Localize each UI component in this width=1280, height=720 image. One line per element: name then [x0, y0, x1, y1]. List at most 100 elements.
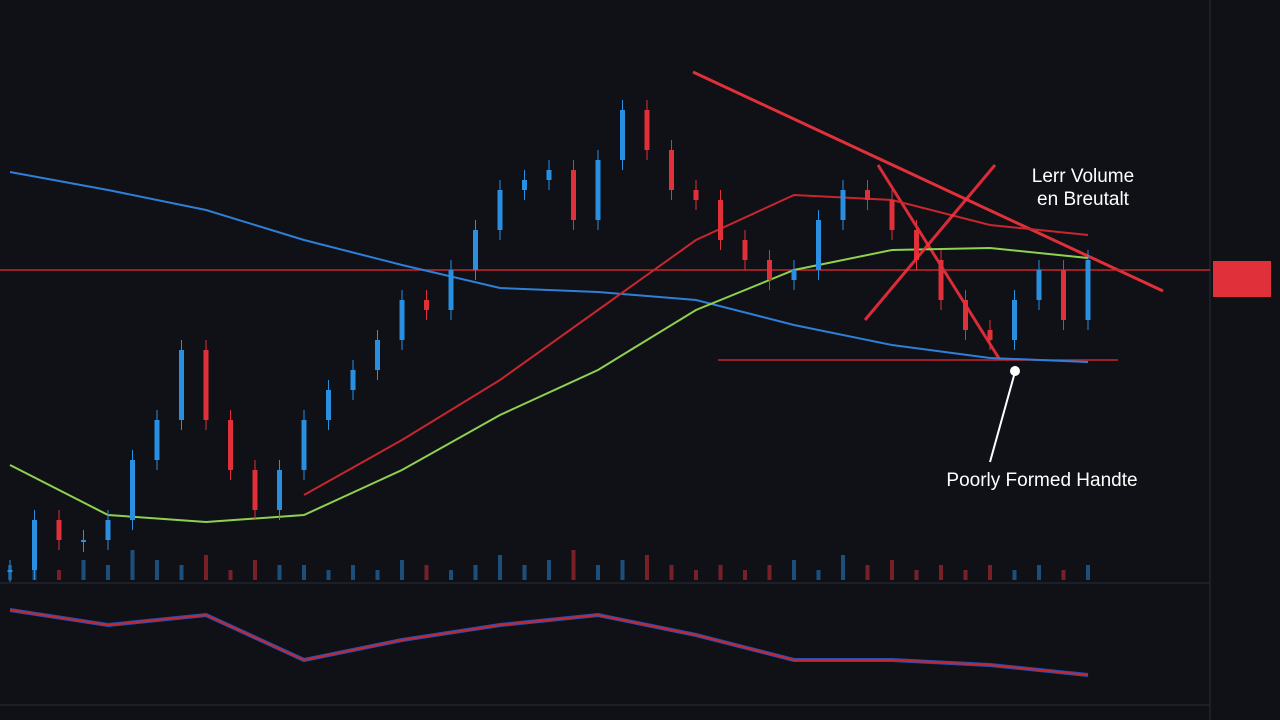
volume-bar: [277, 565, 282, 580]
candle: [889, 200, 895, 230]
volume-bar: [81, 560, 86, 580]
trend-line: [692, 70, 1164, 293]
candle: [767, 260, 772, 280]
candle: [473, 230, 478, 270]
volume-bar: [498, 555, 502, 580]
volume-bar: [1086, 565, 1090, 580]
candle: [840, 190, 846, 220]
candle: [277, 470, 282, 510]
candle: [32, 520, 37, 570]
volume-bar: [326, 570, 331, 580]
candle: [938, 260, 944, 300]
candle: [252, 470, 258, 510]
candle: [399, 300, 405, 340]
candle: [718, 200, 723, 240]
candle: [497, 190, 503, 230]
cross-mark: [863, 164, 997, 321]
candle: [644, 110, 650, 150]
volume-bar: [596, 565, 600, 580]
volume-bar: [1037, 565, 1041, 580]
volume-bar: [914, 570, 919, 580]
candle: [154, 420, 160, 460]
candle: [105, 520, 111, 540]
volume-bar: [841, 555, 845, 580]
volume-bar: [620, 560, 625, 580]
volume-bar: [155, 560, 159, 580]
candle: [1061, 270, 1066, 320]
volume-bar: [424, 565, 429, 580]
candle: [914, 230, 919, 260]
volume-bar: [253, 560, 257, 580]
candle: [865, 190, 870, 200]
volume-bar: [890, 560, 894, 580]
candle: [56, 520, 62, 540]
moving-average: [9, 171, 1089, 363]
candle: [742, 240, 748, 260]
candle: [963, 300, 968, 330]
volume-bar: [1012, 570, 1017, 580]
candle: [448, 270, 454, 310]
oscillator-signal: [9, 609, 1089, 676]
candle: [693, 190, 699, 200]
candle: [1085, 260, 1091, 320]
volume-bar: [1061, 570, 1066, 580]
volume-bar: [204, 555, 208, 580]
candle: [571, 170, 576, 220]
candle: [203, 350, 209, 420]
volume-bar: [865, 565, 870, 580]
price-tag: [1213, 261, 1271, 297]
volume-bar: [522, 565, 527, 580]
candle: [7, 570, 13, 572]
volume-bar: [988, 565, 992, 580]
annotation-arrow: [989, 371, 1016, 463]
candle: [1036, 270, 1042, 300]
volume-bar: [645, 555, 649, 580]
candle: [595, 160, 601, 220]
candle: [546, 170, 552, 180]
candle: [1012, 300, 1017, 340]
volume-bar: [792, 560, 796, 580]
volume-bar: [130, 550, 135, 580]
candle: [130, 460, 135, 520]
volume-bar: [743, 570, 747, 580]
candle: [350, 370, 356, 390]
volume-bar: [571, 550, 576, 580]
volume-bar: [473, 565, 478, 580]
annotation: Lerr Volume: [1032, 166, 1134, 187]
candle: [791, 270, 797, 280]
volume-bar: [669, 565, 674, 580]
volume-bar: [718, 565, 723, 580]
volume-bar: [179, 565, 184, 580]
moving-average: [9, 246, 1089, 524]
annotation: Poorly Formed Handte: [946, 470, 1137, 491]
candle: [987, 330, 993, 340]
volume-bar: [767, 565, 772, 580]
candle: [81, 540, 86, 542]
volume-bar: [400, 560, 404, 580]
volume-bar: [963, 570, 968, 580]
volume-bar: [547, 560, 551, 580]
candle: [424, 300, 429, 310]
volume-bar: [57, 570, 61, 580]
candle: [179, 350, 184, 420]
candle: [228, 420, 233, 470]
annotation: en Breutalt: [1037, 189, 1130, 210]
volume-bar: [816, 570, 821, 580]
candle: [375, 340, 380, 370]
volume-bar: [694, 570, 698, 580]
volume-bar: [106, 565, 110, 580]
moving-average: [303, 193, 1089, 496]
volume-bar: [939, 565, 943, 580]
candle: [301, 420, 307, 470]
annotation-dot: [1010, 366, 1020, 376]
candle: [669, 150, 674, 190]
candle: [816, 220, 821, 270]
volume-bar: [449, 570, 453, 580]
volume-bar: [228, 570, 233, 580]
candle: [326, 390, 331, 420]
candle: [522, 180, 527, 190]
candle: [620, 110, 625, 160]
volume-bar: [302, 565, 306, 580]
volume-bar: [351, 565, 355, 580]
